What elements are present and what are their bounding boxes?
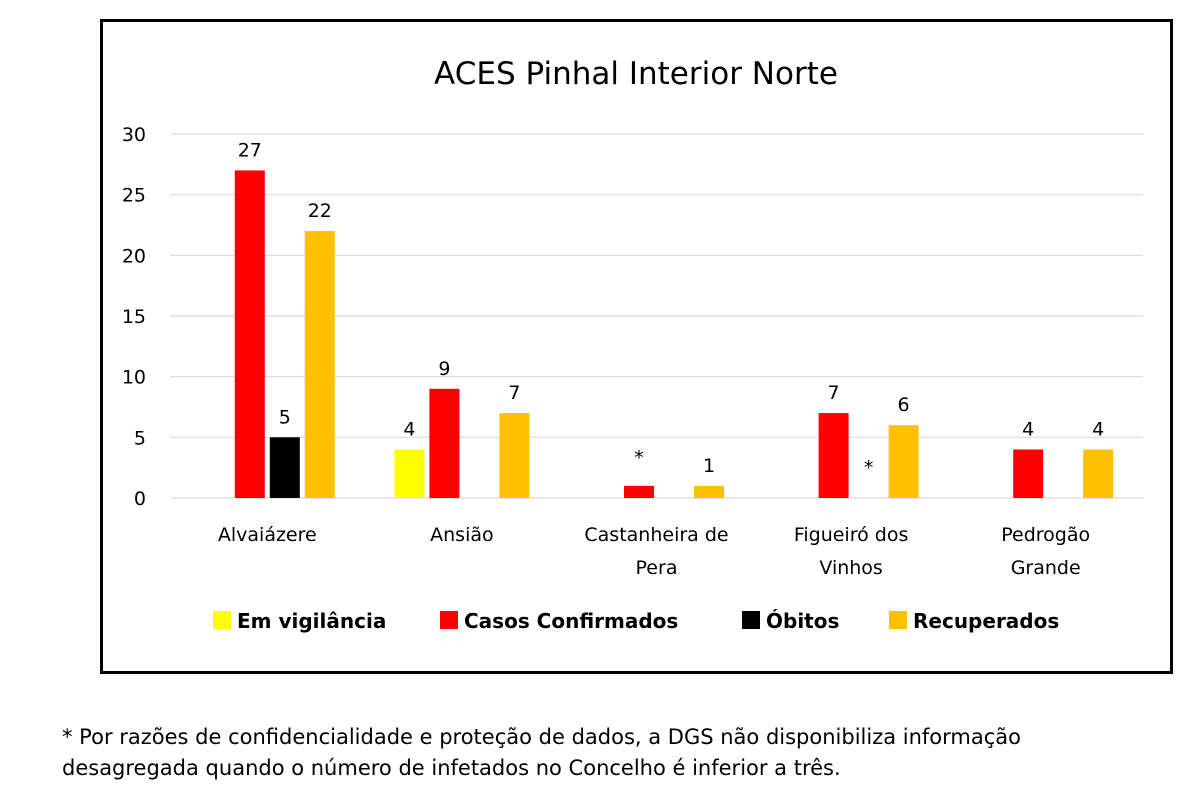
x-tick-label: Pera — [636, 557, 678, 579]
data-label: 9 — [438, 358, 450, 380]
bar — [818, 413, 849, 498]
x-tick-label: Pedrogão — [1001, 524, 1090, 546]
bar — [269, 437, 300, 498]
data-label: 4 — [403, 418, 415, 440]
legend-label: Casos Confirmados — [464, 609, 678, 633]
legend-swatch — [440, 611, 458, 629]
footnote-line-2: desagregada quando o número de infetados… — [62, 756, 841, 780]
chart-title: ACES Pinhal Interior Norte — [434, 56, 838, 92]
bar — [1083, 449, 1114, 498]
bar — [304, 231, 335, 499]
y-tick-label: 25 — [122, 185, 146, 207]
legend-swatch — [213, 611, 231, 629]
y-tick-label: 0 — [134, 488, 146, 510]
bar-chart: ACES Pinhal Interior Norte05101520253027… — [122, 56, 1143, 633]
data-label: * — [864, 457, 874, 479]
y-tick-label: 15 — [122, 306, 146, 328]
x-tick-label: Grande — [1011, 557, 1081, 579]
data-label: 5 — [279, 406, 291, 428]
chart-frame — [100, 19, 1173, 674]
bar — [694, 485, 724, 498]
bar — [624, 485, 654, 498]
y-tick-label: 30 — [122, 124, 146, 146]
y-tick-label: 20 — [122, 245, 146, 267]
legend-label: Óbitos — [766, 609, 839, 633]
data-label: 1 — [703, 455, 715, 477]
bar — [394, 449, 425, 498]
legend-label: Recuperados — [913, 609, 1059, 633]
data-label: 7 — [508, 382, 520, 404]
bar — [234, 170, 265, 498]
x-tick-label: Ansião — [430, 524, 494, 546]
y-tick-label: 5 — [134, 427, 146, 449]
footnote: * Por razões de confidencialidade e prot… — [62, 722, 1192, 784]
data-label: 6 — [898, 394, 910, 416]
x-tick-label: Castanheira de — [584, 524, 728, 546]
x-tick-label: Figueiró dos — [794, 524, 909, 546]
y-tick-label: 10 — [122, 367, 146, 389]
bar — [499, 413, 530, 498]
data-label: 27 — [238, 139, 262, 161]
data-label: 22 — [308, 200, 332, 222]
legend-swatch — [889, 611, 907, 629]
bar — [1013, 449, 1044, 498]
x-tick-label: Vinhos — [819, 557, 882, 579]
legend-swatch — [742, 611, 760, 629]
data-label: 4 — [1092, 418, 1104, 440]
data-label: * — [634, 447, 644, 469]
data-label: 4 — [1022, 418, 1034, 440]
bar — [429, 388, 460, 498]
data-label: 7 — [828, 382, 840, 404]
legend-label: Em vigilância — [237, 609, 386, 633]
footnote-line-1: * Por razões de confidencialidade e prot… — [62, 725, 1022, 749]
x-tick-label: Alvaiázere — [218, 524, 317, 546]
bar — [888, 425, 919, 498]
